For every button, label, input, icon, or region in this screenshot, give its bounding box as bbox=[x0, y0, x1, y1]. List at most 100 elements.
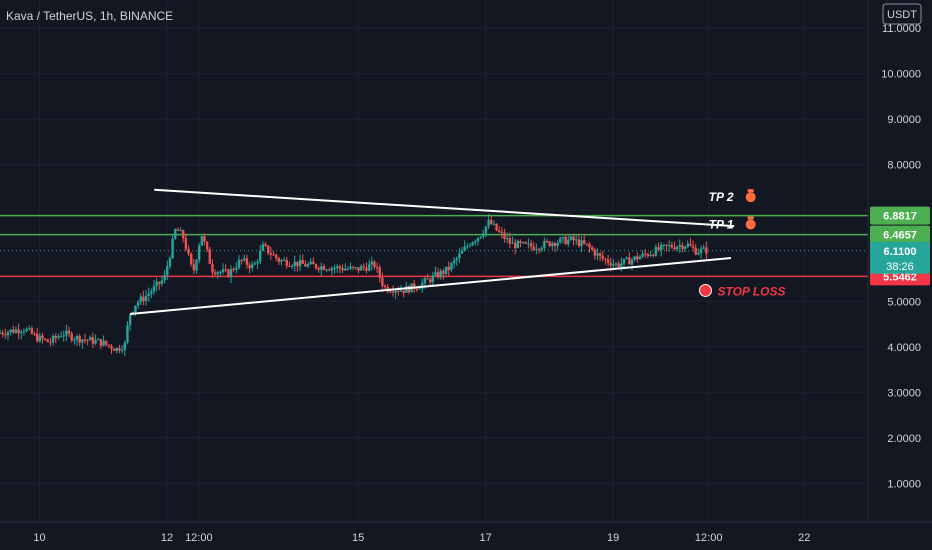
x-tick-label: 22 bbox=[798, 532, 810, 544]
candle-body bbox=[588, 244, 591, 248]
candle-body bbox=[110, 345, 113, 350]
candle-body bbox=[365, 267, 368, 271]
candle-body bbox=[216, 272, 219, 275]
candle-body bbox=[582, 240, 586, 244]
candle-body bbox=[237, 259, 241, 268]
candle-body bbox=[277, 258, 281, 262]
candle-body bbox=[649, 254, 652, 256]
candle-body bbox=[662, 244, 666, 246]
candle-body bbox=[290, 266, 294, 268]
candle-body bbox=[657, 247, 660, 251]
currency-badge[interactable]: USDT bbox=[882, 3, 922, 25]
candle-body bbox=[272, 254, 275, 256]
candle-body bbox=[349, 266, 352, 269]
candle-body bbox=[235, 267, 238, 270]
candle-body bbox=[328, 269, 331, 271]
candle-body bbox=[354, 267, 358, 269]
candle-body bbox=[394, 291, 397, 293]
candle-body bbox=[689, 243, 692, 246]
stop-icon bbox=[698, 283, 712, 297]
candle-body bbox=[28, 328, 31, 330]
currency-badge-frame bbox=[882, 3, 922, 25]
candle-body bbox=[628, 257, 631, 265]
candle-body bbox=[136, 302, 140, 306]
candle-body bbox=[699, 248, 703, 254]
candle-body bbox=[83, 339, 87, 341]
candle-body bbox=[139, 296, 142, 303]
candle-body bbox=[197, 245, 201, 261]
candle-body bbox=[158, 281, 161, 284]
candle-body bbox=[33, 333, 36, 335]
candle-body bbox=[413, 283, 416, 290]
candle-body bbox=[256, 261, 259, 264]
candle-body bbox=[370, 261, 373, 265]
candle-body bbox=[208, 249, 211, 264]
candle-body bbox=[134, 305, 137, 313]
candle-body bbox=[118, 347, 121, 351]
candle-body bbox=[57, 336, 60, 338]
candle-body bbox=[423, 278, 427, 284]
candle-body bbox=[399, 290, 403, 292]
y-tick-label: 11.0000 bbox=[882, 23, 921, 35]
candle-body bbox=[622, 258, 626, 264]
candle-body bbox=[259, 250, 262, 262]
candle-body bbox=[248, 264, 251, 269]
candle-body bbox=[572, 236, 575, 241]
candle-body bbox=[681, 245, 684, 249]
candle-body bbox=[179, 230, 182, 232]
candle-body bbox=[577, 239, 581, 246]
candle-body bbox=[43, 338, 47, 340]
candle-body bbox=[306, 264, 310, 267]
candle-body bbox=[213, 272, 217, 275]
candle-body bbox=[298, 260, 302, 267]
x-tick-label: 17 bbox=[479, 532, 491, 544]
candle-body bbox=[25, 328, 28, 332]
candle-body bbox=[638, 256, 642, 260]
candle-body bbox=[670, 245, 674, 248]
candle-body bbox=[301, 260, 304, 264]
candle-body bbox=[261, 244, 265, 251]
candle-body bbox=[200, 236, 204, 246]
candle-body bbox=[51, 336, 55, 343]
candle-body bbox=[702, 247, 705, 249]
candle-body bbox=[288, 265, 291, 267]
candle-body bbox=[362, 266, 365, 268]
candle-body bbox=[694, 247, 697, 255]
candle-body bbox=[609, 262, 612, 266]
candle-body bbox=[686, 243, 689, 247]
candle-body bbox=[659, 245, 663, 251]
candle-body bbox=[264, 244, 267, 246]
money-bag-icon-knot bbox=[747, 189, 754, 193]
candle-body bbox=[81, 339, 84, 343]
candle-body bbox=[59, 336, 63, 338]
candle-body bbox=[548, 241, 551, 247]
candle-body bbox=[187, 249, 190, 254]
candle-body bbox=[383, 286, 387, 288]
candle-body bbox=[505, 238, 509, 240]
candle-body bbox=[389, 291, 392, 293]
candle-body bbox=[35, 333, 39, 342]
candle-body bbox=[593, 249, 597, 256]
candle-body bbox=[65, 330, 68, 336]
candle-body bbox=[120, 349, 124, 351]
y-tick-label: 3.0000 bbox=[887, 387, 921, 399]
candle-body bbox=[543, 240, 546, 248]
candle-body bbox=[373, 261, 376, 268]
candle-body bbox=[508, 238, 512, 244]
candle-body bbox=[325, 269, 328, 271]
current-price-label: 6.1100 bbox=[883, 246, 916, 258]
candle-body bbox=[14, 329, 18, 333]
candle-body bbox=[282, 259, 286, 261]
candle-body bbox=[89, 337, 92, 341]
candle-body bbox=[245, 258, 249, 265]
candle-body bbox=[545, 240, 549, 242]
candle-body bbox=[567, 239, 570, 245]
candle-body bbox=[705, 247, 708, 254]
candle-body bbox=[367, 264, 371, 271]
candle-body bbox=[484, 226, 488, 234]
candle-body bbox=[296, 261, 299, 267]
candle-body bbox=[601, 255, 604, 259]
candle-body bbox=[102, 340, 105, 346]
candle-body bbox=[274, 254, 278, 259]
